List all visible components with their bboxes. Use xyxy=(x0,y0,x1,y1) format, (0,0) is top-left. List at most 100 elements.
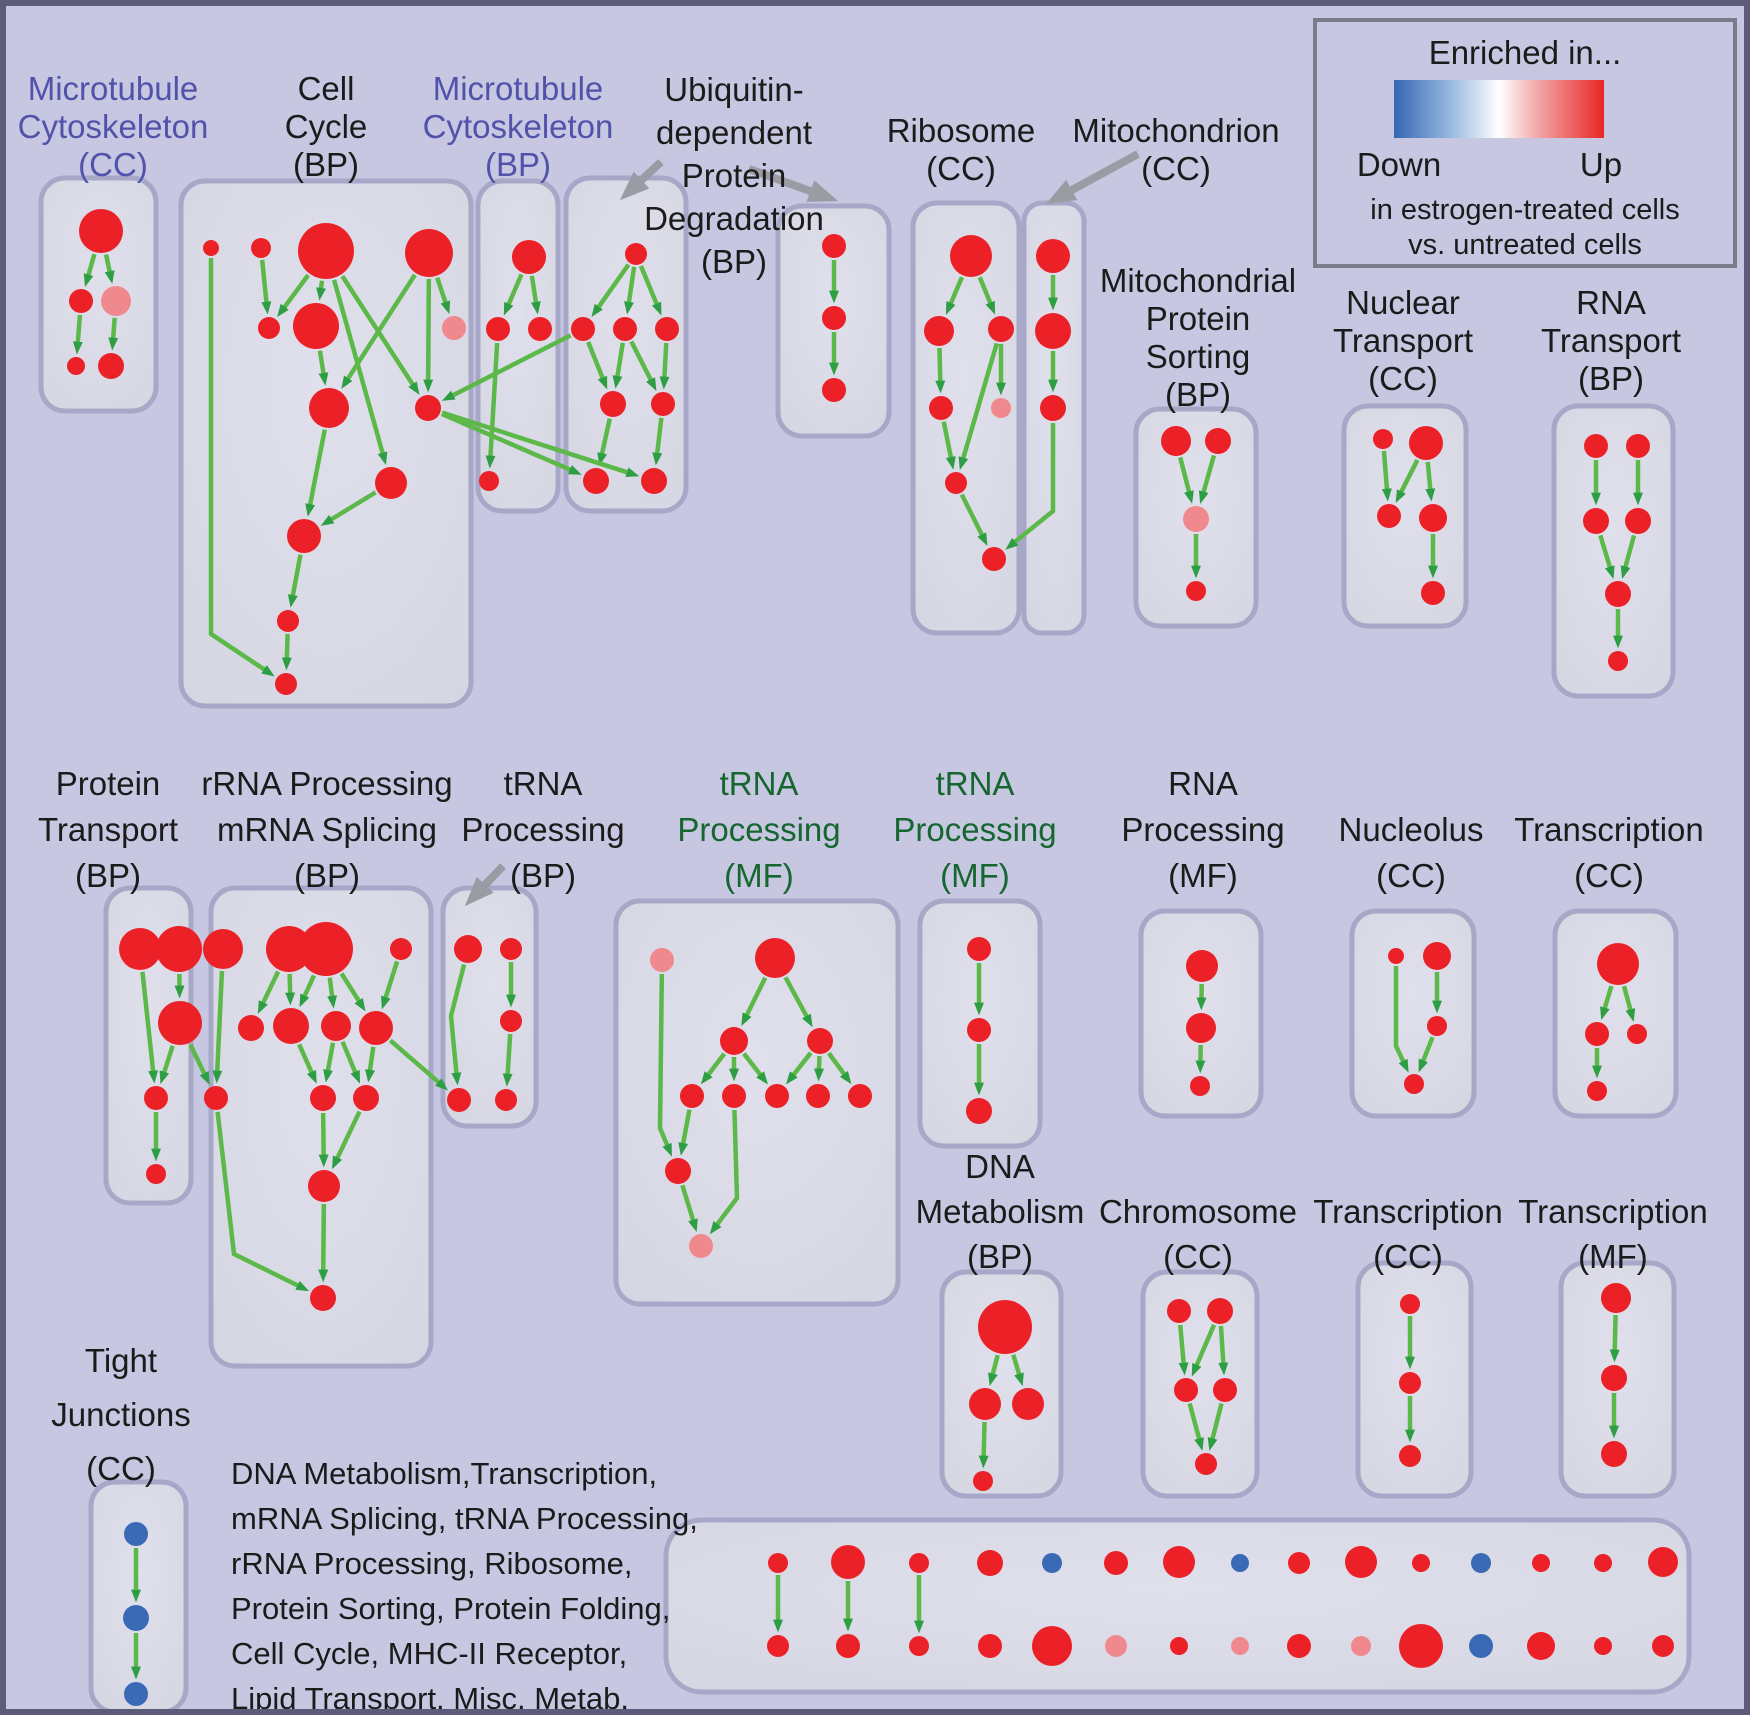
node-tight-junctions-cc-0 xyxy=(124,1522,148,1546)
node-rna-transport-bp-5 xyxy=(1608,651,1628,671)
node-microtubule-cytoskeleton-bp-3 xyxy=(479,471,499,491)
node-microtubule-cytoskeleton-cc-0 xyxy=(79,209,123,253)
box-rna-transport-bp xyxy=(1551,403,1676,699)
node-nucleolus-cc-1 xyxy=(1423,942,1451,970)
node-transcription-mf-0 xyxy=(1601,1283,1631,1313)
node-misc-cluster-21 xyxy=(1399,1624,1443,1668)
cross-edge-3 xyxy=(1005,423,1056,550)
box-microtubule-cytoskeleton-cc xyxy=(38,175,159,414)
node-transcription-cc-lower-0 xyxy=(1400,1294,1420,1314)
edge-protein-transport-bp-0-3 xyxy=(140,971,159,1084)
node-dna-metabolism-bp-2 xyxy=(1012,1388,1044,1420)
edge-trna-processing-mf-1-3-8 xyxy=(827,1051,852,1085)
node-transcription-mf-1 xyxy=(1601,1365,1627,1391)
node-rrna-processing-mrna-splicing-bp-1 xyxy=(266,926,312,972)
node-chromosome-cc-4 xyxy=(1195,1453,1217,1475)
edge-cell-cycle-bp-10-11 xyxy=(281,633,292,671)
edge-microtubule-cytoskeleton-cc-1-3 xyxy=(72,314,83,355)
node-misc-cluster-27 xyxy=(1594,1637,1612,1655)
legend-down-label: Down xyxy=(1356,146,1442,183)
edge-trna-processing-mf-1-1-3 xyxy=(783,976,813,1028)
node-cell-cycle-bp-11 xyxy=(275,673,297,695)
node-misc-cluster-13 xyxy=(1170,1637,1188,1655)
edge-ubiquitin-degradation-bp-1-4 xyxy=(586,341,608,390)
node-cell-cycle-bp-2 xyxy=(298,223,354,279)
node-misc-cluster-6 xyxy=(977,1550,1003,1576)
box-misc-cluster xyxy=(663,1517,1692,1695)
edge-ubiquitin-degradation-bp-0-2 xyxy=(624,266,637,315)
edge-chromosome-cc-0-2 xyxy=(1177,1324,1189,1376)
node-misc-cluster-9 xyxy=(1032,1626,1072,1666)
node-mitochondrial-protein-sorting-bp-3 xyxy=(1186,581,1206,601)
node-cell-cycle-bp-9 xyxy=(287,519,321,553)
edge-trna-processing-mf-1-0-9 xyxy=(657,973,672,1157)
node-trna-processing-mf-1-8 xyxy=(848,1084,872,1108)
node-ribosome-cc-2 xyxy=(988,316,1014,342)
node-rrna-processing-mrna-splicing-bp-4 xyxy=(238,1015,264,1041)
node-misc-cluster-8 xyxy=(1042,1553,1062,1573)
node-nuclear-transport-cc-2 xyxy=(1377,504,1401,528)
node-mitochondrion-cc-0 xyxy=(1036,239,1070,273)
edge-trna-processing-mf-1-3-7 xyxy=(814,1055,824,1082)
edge-ribosome-cc-0-2 xyxy=(977,276,996,315)
node-trna-processing-mf-1-5 xyxy=(722,1084,746,1108)
node-cell-cycle-bp-5 xyxy=(293,303,339,349)
node-misc-cluster-22 xyxy=(1471,1553,1491,1573)
node-protein-transport-bp-3 xyxy=(144,1086,168,1110)
node-microtubule-cytoskeleton-bp-2 xyxy=(528,317,552,341)
node-ribosome-cc-4 xyxy=(991,398,1011,418)
legend-title: Enriched in... xyxy=(1428,34,1622,71)
node-misc-cluster-23 xyxy=(1469,1634,1493,1658)
edge-transcription-cc-upper-0-1 xyxy=(1600,985,1614,1021)
node-rrna-processing-mrna-splicing-bp-9 xyxy=(310,1085,336,1111)
node-nucleolus-cc-0 xyxy=(1388,948,1404,964)
cross-edge-2 xyxy=(441,410,640,478)
node-ubiquitin-degradation-bp-2-1 xyxy=(822,306,846,330)
node-cell-cycle-bp-1 xyxy=(251,238,271,258)
node-ubiquitin-degradation-bp-5 xyxy=(651,392,675,416)
edge-microtubule-cytoskeleton-cc-0-2 xyxy=(103,253,115,284)
node-chromosome-cc-3 xyxy=(1213,1378,1237,1402)
node-trna-processing-bp-2 xyxy=(500,1010,522,1032)
box-chromosome-cc xyxy=(1140,1269,1260,1499)
node-nuclear-transport-cc-3 xyxy=(1419,504,1447,532)
node-ubiquitin-degradation-bp-1 xyxy=(571,317,595,341)
edge-dna-metabolism-bp-0-1 xyxy=(988,1354,1000,1387)
node-misc-cluster-26 xyxy=(1594,1554,1612,1572)
edge-rrna-processing-mrna-splicing-bp-6-9 xyxy=(323,1042,336,1083)
node-trna-processing-mf-1-9 xyxy=(665,1158,691,1184)
edge-rna-transport-bp-3-4 xyxy=(1620,534,1637,579)
node-misc-cluster-3 xyxy=(836,1634,860,1658)
legend-box: Enriched in... Down Up in estrogen-treat… xyxy=(1313,18,1737,268)
node-transcription-cc-lower-2 xyxy=(1399,1445,1421,1467)
node-rna-transport-bp-0 xyxy=(1584,434,1608,458)
node-rna-transport-bp-1 xyxy=(1626,434,1650,458)
node-nucleolus-cc-2 xyxy=(1427,1016,1447,1036)
node-trna-processing-mf-1-7 xyxy=(806,1084,830,1108)
node-ribosome-cc-0 xyxy=(950,235,992,277)
node-protein-transport-bp-2 xyxy=(158,1001,202,1045)
node-dna-metabolism-bp-0 xyxy=(978,1300,1032,1354)
edge-cell-cycle-bp-2-5 xyxy=(316,280,327,301)
node-transcription-cc-upper-3 xyxy=(1587,1081,1607,1101)
node-chromosome-cc-1 xyxy=(1207,1298,1233,1324)
node-misc-cluster-18 xyxy=(1345,1546,1377,1578)
node-transcription-cc-upper-2 xyxy=(1627,1024,1647,1044)
node-trna-processing-bp-3 xyxy=(447,1088,471,1112)
node-misc-cluster-15 xyxy=(1231,1637,1249,1655)
edge-mitochondrial-protein-sorting-bp-0-2 xyxy=(1178,456,1194,504)
edges-layer xyxy=(72,253,1643,1680)
node-ubiquitin-degradation-bp-7 xyxy=(641,468,667,494)
diagram-svg xyxy=(38,150,1692,1709)
edge-rrna-processing-mrna-splicing-bp-0-8 xyxy=(212,970,225,1084)
node-ubiquitin-degradation-bp-3 xyxy=(655,317,679,341)
edge-trna-processing-mf-1-5-10 xyxy=(709,1109,740,1235)
node-ubiquitin-degradation-bp-2-2 xyxy=(822,378,846,402)
node-microtubule-cytoskeleton-cc-2 xyxy=(101,286,131,316)
node-ribosome-cc-3 xyxy=(929,396,953,420)
edge-protein-transport-bp-2-3 xyxy=(159,1045,175,1085)
node-cell-cycle-bp-6 xyxy=(309,388,349,428)
node-transcription-cc-lower-1 xyxy=(1399,1372,1421,1394)
node-trna-processing-bp-0 xyxy=(454,935,482,963)
node-rna-processing-mf-0 xyxy=(1186,950,1218,982)
